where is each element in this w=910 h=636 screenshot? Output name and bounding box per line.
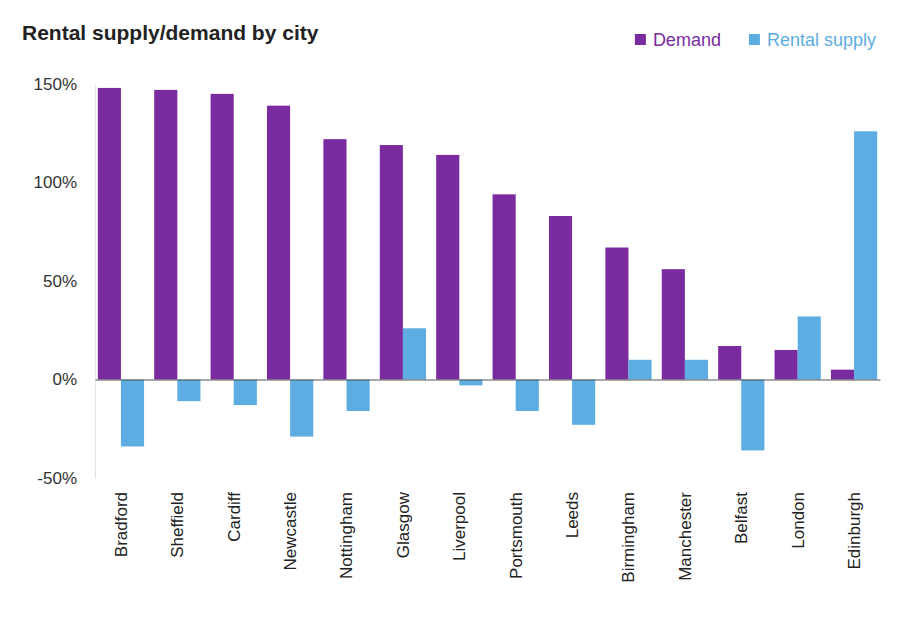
x-tick-label: Sheffield bbox=[168, 492, 187, 558]
x-tick-label: Nottingham bbox=[337, 492, 356, 579]
legend-swatch bbox=[635, 34, 646, 45]
legend-label: Rental supply bbox=[767, 30, 876, 50]
x-tick: Sheffield bbox=[168, 380, 187, 558]
y-tick: 50% bbox=[43, 272, 95, 291]
bar bbox=[403, 328, 426, 379]
y-tick-label: -50% bbox=[37, 469, 77, 488]
x-tick-label: Manchester bbox=[676, 492, 695, 581]
bar bbox=[154, 90, 177, 380]
y-tick: 100% bbox=[34, 173, 95, 192]
bar bbox=[211, 94, 234, 380]
y-tick: 0% bbox=[52, 370, 95, 389]
bar bbox=[605, 248, 628, 380]
bar bbox=[267, 106, 290, 380]
y-axis: -50% 0% 50% 100% 150% bbox=[34, 75, 96, 488]
x-tick: Cardiff bbox=[225, 380, 244, 542]
y-tick-label: 0% bbox=[52, 370, 77, 389]
y-tick-label: 150% bbox=[34, 75, 77, 94]
x-tick-label: Edinburgh bbox=[845, 492, 864, 570]
x-tick-label: Portsmouth bbox=[507, 492, 526, 579]
x-tick-label: London bbox=[789, 492, 808, 549]
legend-item: Rental supply bbox=[749, 30, 876, 50]
bar bbox=[831, 370, 854, 380]
x-tick: Glasgow bbox=[394, 380, 413, 559]
x-tick: Bradford bbox=[112, 380, 131, 558]
x-tick-label: Newcastle bbox=[281, 492, 300, 570]
y-axis-line bbox=[95, 85, 96, 479]
x-tick-label: Birmingham bbox=[619, 492, 638, 583]
x-tick: Birmingham bbox=[619, 380, 638, 583]
legend-swatch bbox=[749, 34, 760, 45]
x-tick: Portsmouth bbox=[507, 380, 526, 579]
legend-item: Demand bbox=[635, 30, 721, 50]
legend: Demand Rental supply bbox=[635, 30, 876, 50]
x-tick: Belfast bbox=[732, 380, 751, 544]
bar bbox=[493, 194, 516, 379]
x-tick-label: Liverpool bbox=[450, 492, 469, 561]
bars bbox=[98, 88, 877, 450]
bar bbox=[798, 316, 821, 379]
bar bbox=[741, 380, 764, 451]
bar bbox=[177, 380, 200, 402]
bar bbox=[854, 131, 877, 379]
bar bbox=[121, 380, 144, 447]
x-tick-label: Leeds bbox=[563, 492, 582, 538]
x-tick: London bbox=[789, 380, 808, 549]
bar bbox=[718, 346, 741, 379]
x-tick-label: Belfast bbox=[732, 492, 751, 544]
chart: Rental supply/demand by city -50% 0% 50% 100… bbox=[0, 0, 910, 636]
bar bbox=[234, 380, 257, 406]
bar bbox=[572, 380, 595, 425]
bar bbox=[98, 88, 121, 380]
x-tick: Edinburgh bbox=[845, 380, 864, 570]
x-tick: Newcastle bbox=[281, 380, 300, 571]
bar bbox=[380, 145, 403, 379]
y-tick: -50% bbox=[37, 469, 95, 488]
bar bbox=[436, 155, 459, 380]
x-tick: Manchester bbox=[676, 380, 695, 581]
x-tick-label: Bradford bbox=[112, 492, 131, 557]
x-tick-label: Cardiff bbox=[225, 492, 244, 542]
x-tick: Nottingham bbox=[337, 380, 356, 579]
x-tick-label: Glasgow bbox=[394, 491, 413, 558]
bar bbox=[347, 380, 370, 412]
x-tick: Leeds bbox=[563, 380, 582, 539]
x-axis-line bbox=[96, 379, 881, 380]
y-tick-label: 50% bbox=[43, 272, 77, 291]
bar bbox=[662, 269, 685, 379]
y-tick: 150% bbox=[34, 75, 95, 94]
y-tick-label: 100% bbox=[34, 173, 77, 192]
chart-title: Rental supply/demand by city bbox=[22, 21, 319, 44]
x-tick: Liverpool bbox=[450, 380, 469, 562]
bar bbox=[685, 360, 708, 380]
bar bbox=[628, 360, 651, 380]
x-axis: Bradford Sheffield Cardiff Newcastle Notting… bbox=[96, 380, 881, 583]
bar bbox=[775, 350, 798, 380]
bar bbox=[549, 216, 572, 380]
bar bbox=[290, 380, 313, 437]
bar bbox=[323, 139, 346, 379]
bar bbox=[516, 380, 539, 412]
legend-label: Demand bbox=[653, 30, 721, 50]
